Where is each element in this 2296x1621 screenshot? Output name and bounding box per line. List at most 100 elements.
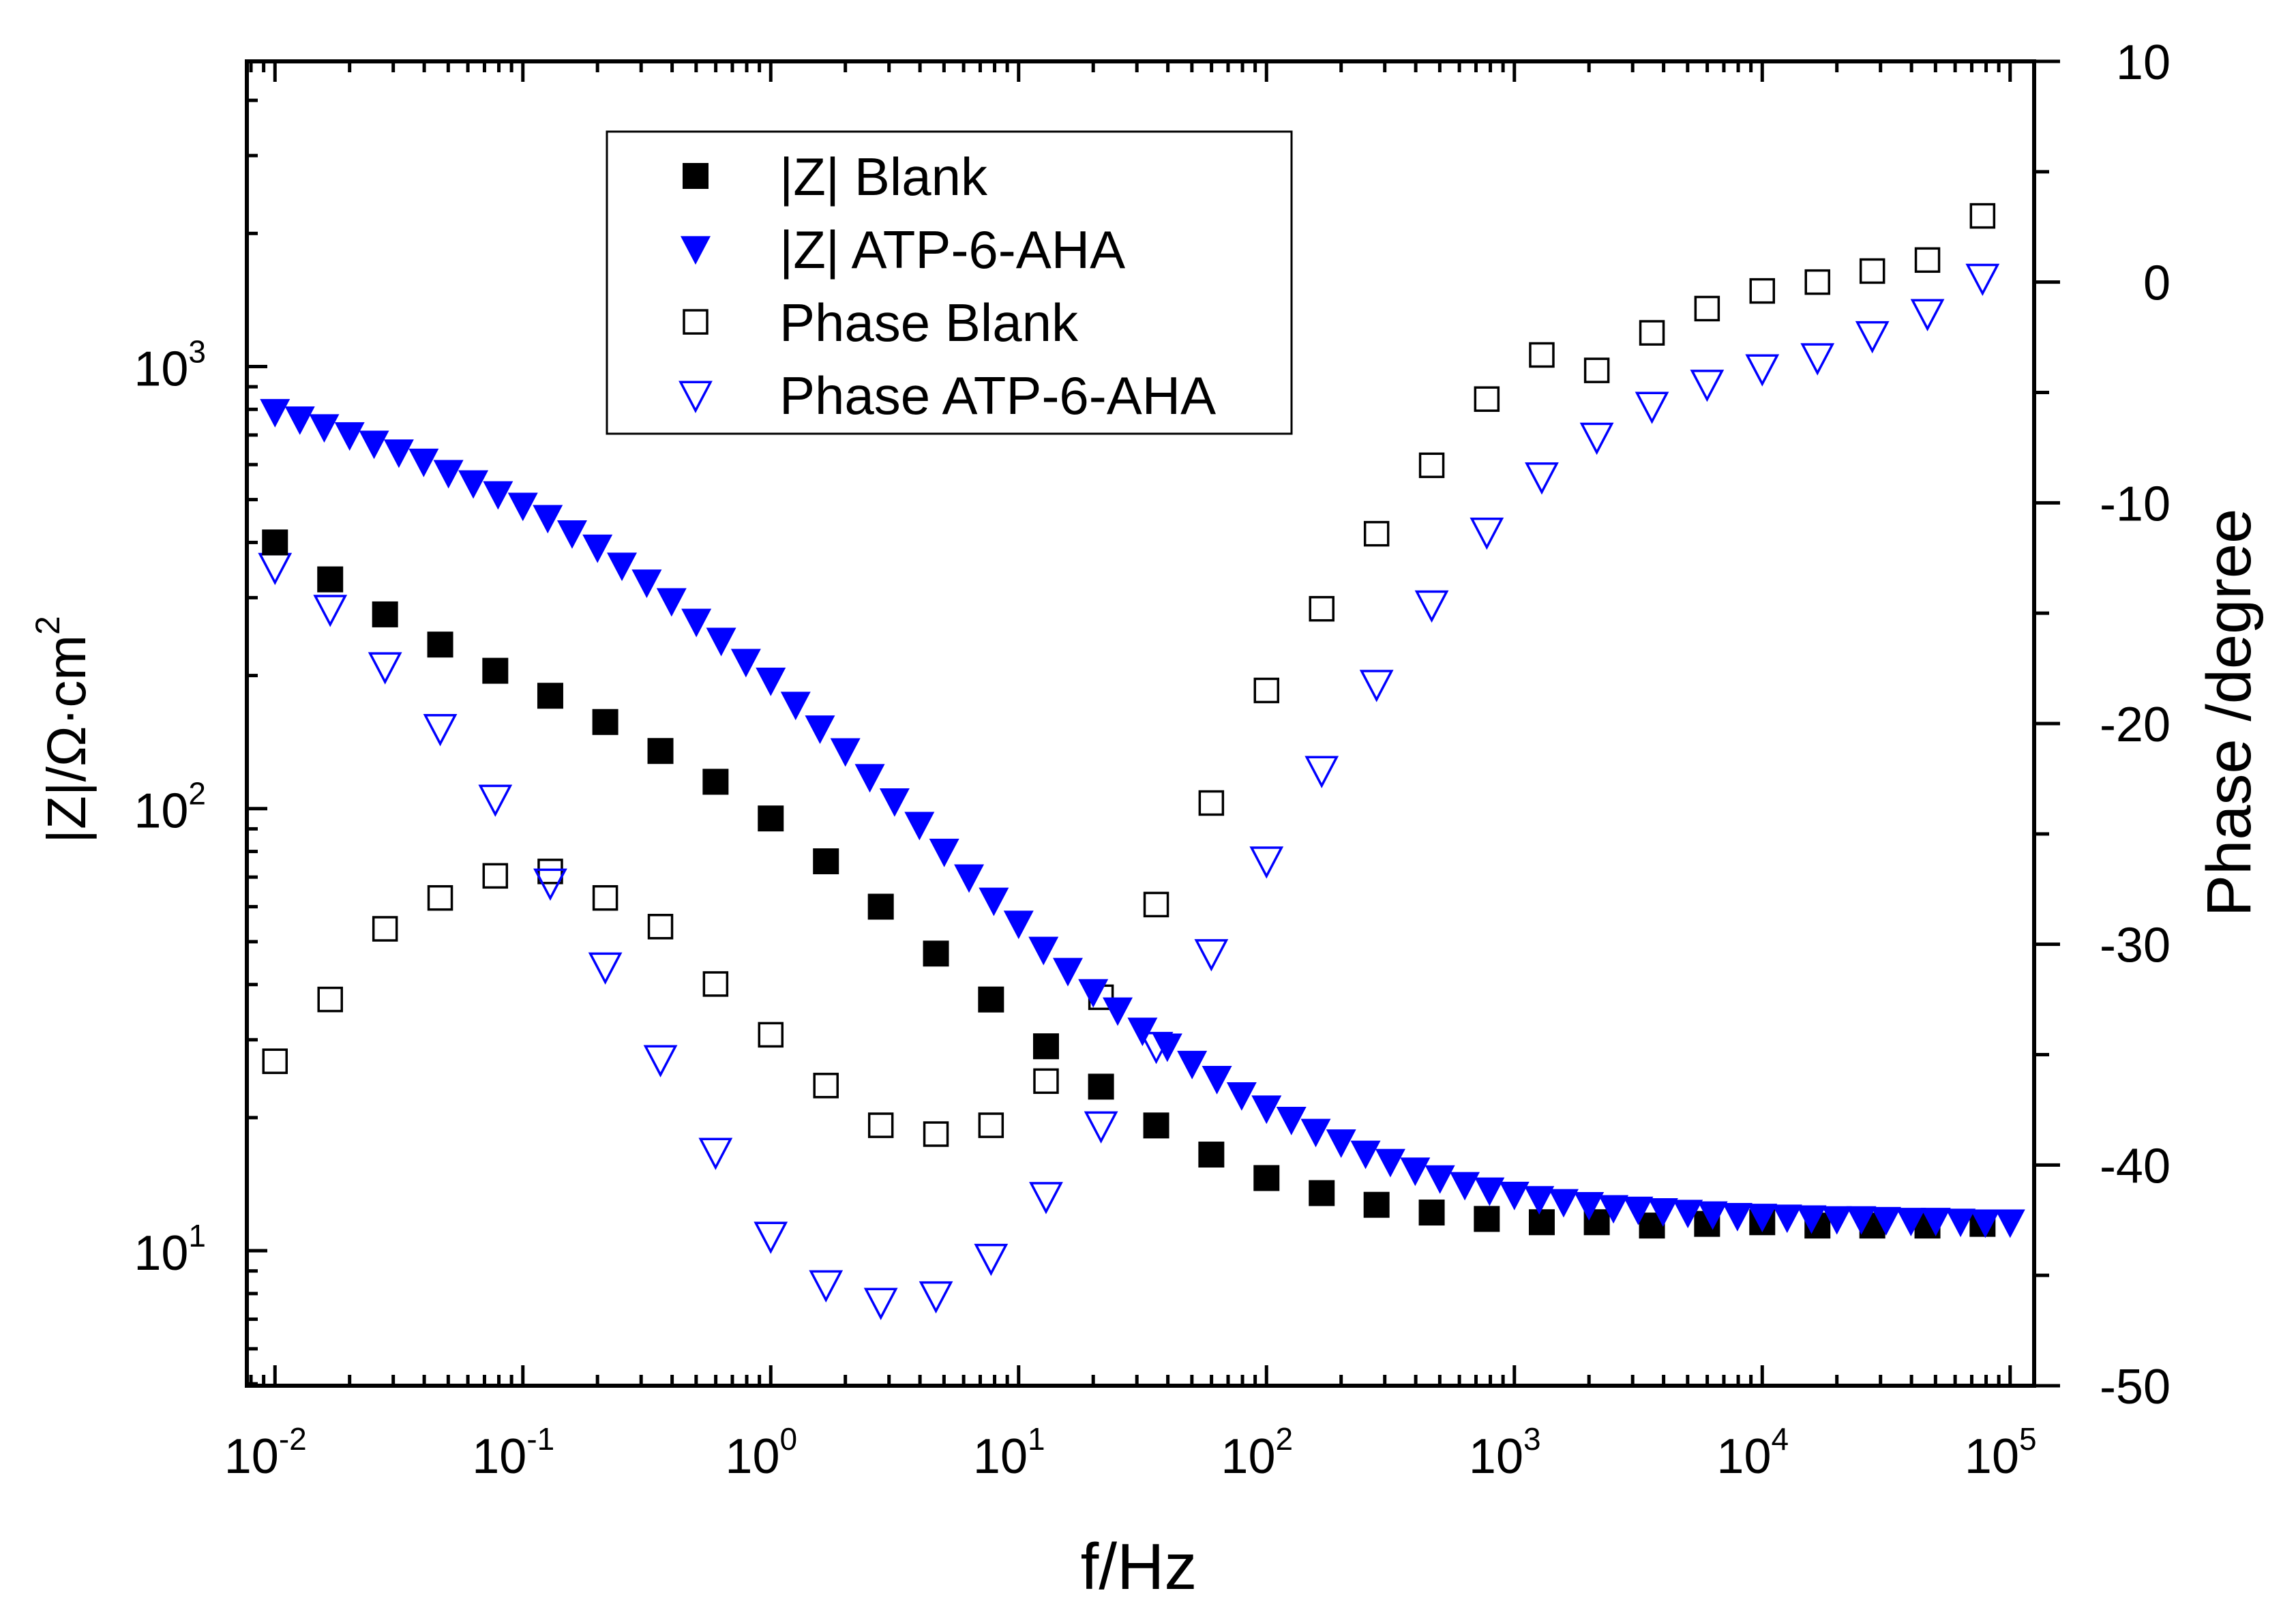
x-tick-label-exp: -2 xyxy=(279,1421,307,1457)
data-point xyxy=(260,399,290,428)
data-point xyxy=(1914,247,1941,273)
data-point xyxy=(1855,321,1890,354)
data-point xyxy=(1528,1209,1555,1236)
data-point xyxy=(1800,343,1835,376)
data-point xyxy=(1648,1198,1678,1227)
y-left-tick-label-base: 10 xyxy=(134,1226,188,1281)
data-point xyxy=(1198,790,1225,816)
data-point xyxy=(284,406,315,435)
series-4 xyxy=(258,263,2000,1320)
legend-marker xyxy=(679,381,713,413)
legend: |Z| Blank |Z| ATP-6-AHA Phase Blank Phase A… xyxy=(606,130,1293,435)
data-point xyxy=(758,805,784,832)
data-point xyxy=(1623,1196,1654,1225)
data-point xyxy=(1251,1095,1282,1125)
legend-marker xyxy=(681,236,711,265)
tick-labels: 10-2 10-1 100 101 102 103 104 105101102103100-1… xyxy=(134,35,2171,1484)
data-point xyxy=(1694,295,1720,322)
data-point xyxy=(1309,595,1335,622)
data-point xyxy=(1078,979,1109,1008)
legend-box xyxy=(606,130,1293,435)
data-point xyxy=(1690,370,1725,402)
data-point xyxy=(1579,422,1614,456)
data-point xyxy=(1499,1181,1530,1210)
data-point xyxy=(1003,910,1034,940)
data-point xyxy=(879,788,910,817)
data-point xyxy=(1749,278,1776,304)
data-point xyxy=(813,848,839,874)
data-point xyxy=(1965,263,2000,297)
data-point xyxy=(1747,1204,1778,1232)
data-point xyxy=(1226,1082,1257,1111)
y-right-tick-label: 10 xyxy=(2116,35,2171,90)
data-point xyxy=(706,627,736,657)
data-point xyxy=(854,764,885,793)
data-point xyxy=(1052,957,1083,987)
data-point xyxy=(756,668,786,696)
data-point xyxy=(919,1281,953,1314)
y-left-tick-label: 103 xyxy=(134,333,206,396)
data-point xyxy=(1249,846,1284,879)
y-left-tick-label-exp: 1 xyxy=(188,1218,206,1253)
data-point xyxy=(1326,1129,1356,1158)
data-point xyxy=(867,1112,894,1138)
data-point xyxy=(1177,1050,1208,1080)
y-left-tick-label-base: 10 xyxy=(134,342,188,396)
data-point xyxy=(979,887,1009,917)
x-tick-label-base: 10 xyxy=(472,1429,526,1484)
x-tick-label: 100 xyxy=(725,1421,797,1484)
data-point xyxy=(1772,1204,1802,1234)
data-point xyxy=(592,709,618,735)
data-point xyxy=(1804,269,1830,295)
data-point xyxy=(1548,1189,1579,1218)
data-point xyxy=(813,1073,839,1099)
data-point xyxy=(1474,386,1500,412)
x-tick-label-exp: -1 xyxy=(526,1421,554,1457)
data-point xyxy=(1276,1106,1307,1135)
series-3 xyxy=(262,203,1996,1147)
data-point xyxy=(556,520,587,549)
x-tick-label-base: 10 xyxy=(725,1429,779,1484)
y-left-tick-label-exp: 3 xyxy=(188,333,206,369)
legend-items: |Z| Blank |Z| ATP-6-AHA Phase Blank Phase A… xyxy=(679,147,1216,426)
data-point xyxy=(904,812,935,841)
data-point xyxy=(1525,462,1559,495)
data-point xyxy=(1309,1180,1335,1206)
data-point xyxy=(1350,1140,1381,1170)
x-tick-label: 103 xyxy=(1469,1421,1541,1484)
data-point xyxy=(1363,1191,1390,1218)
x-tick-label-exp: 1 xyxy=(1028,1421,1045,1457)
data-point xyxy=(923,940,949,967)
data-point xyxy=(809,1270,844,1303)
data-point xyxy=(317,566,344,593)
data-point xyxy=(482,657,509,684)
data-point xyxy=(830,738,861,767)
data-point xyxy=(698,1137,733,1170)
x-tick-label: 105 xyxy=(1965,1421,2037,1484)
data-point xyxy=(923,1121,949,1147)
data-point xyxy=(427,884,453,911)
data-point xyxy=(1028,936,1059,966)
data-point xyxy=(1253,1165,1280,1191)
data-point xyxy=(647,914,674,940)
data-point xyxy=(1846,1206,1877,1235)
data-point xyxy=(754,1221,788,1254)
data-point xyxy=(1088,1073,1114,1100)
data-point xyxy=(780,691,811,721)
data-point xyxy=(1896,1208,1926,1236)
y-right-axis-title: Phase /degree xyxy=(2194,509,2264,917)
data-point xyxy=(1745,354,1780,387)
x-tick-label: 10-2 xyxy=(224,1421,307,1484)
data-point xyxy=(631,569,662,598)
data-point xyxy=(537,683,563,709)
data-point xyxy=(1697,1201,1728,1230)
data-point xyxy=(1127,1017,1158,1047)
data-point xyxy=(643,1045,678,1077)
data-point xyxy=(262,529,288,556)
data-point xyxy=(368,652,402,685)
data-point xyxy=(1152,1033,1182,1062)
data-point xyxy=(1470,517,1504,550)
y-left-tick-label: 101 xyxy=(134,1218,206,1281)
legend-label: |Z| ATP-6-AHA xyxy=(779,220,1125,280)
data-point xyxy=(1639,320,1665,346)
